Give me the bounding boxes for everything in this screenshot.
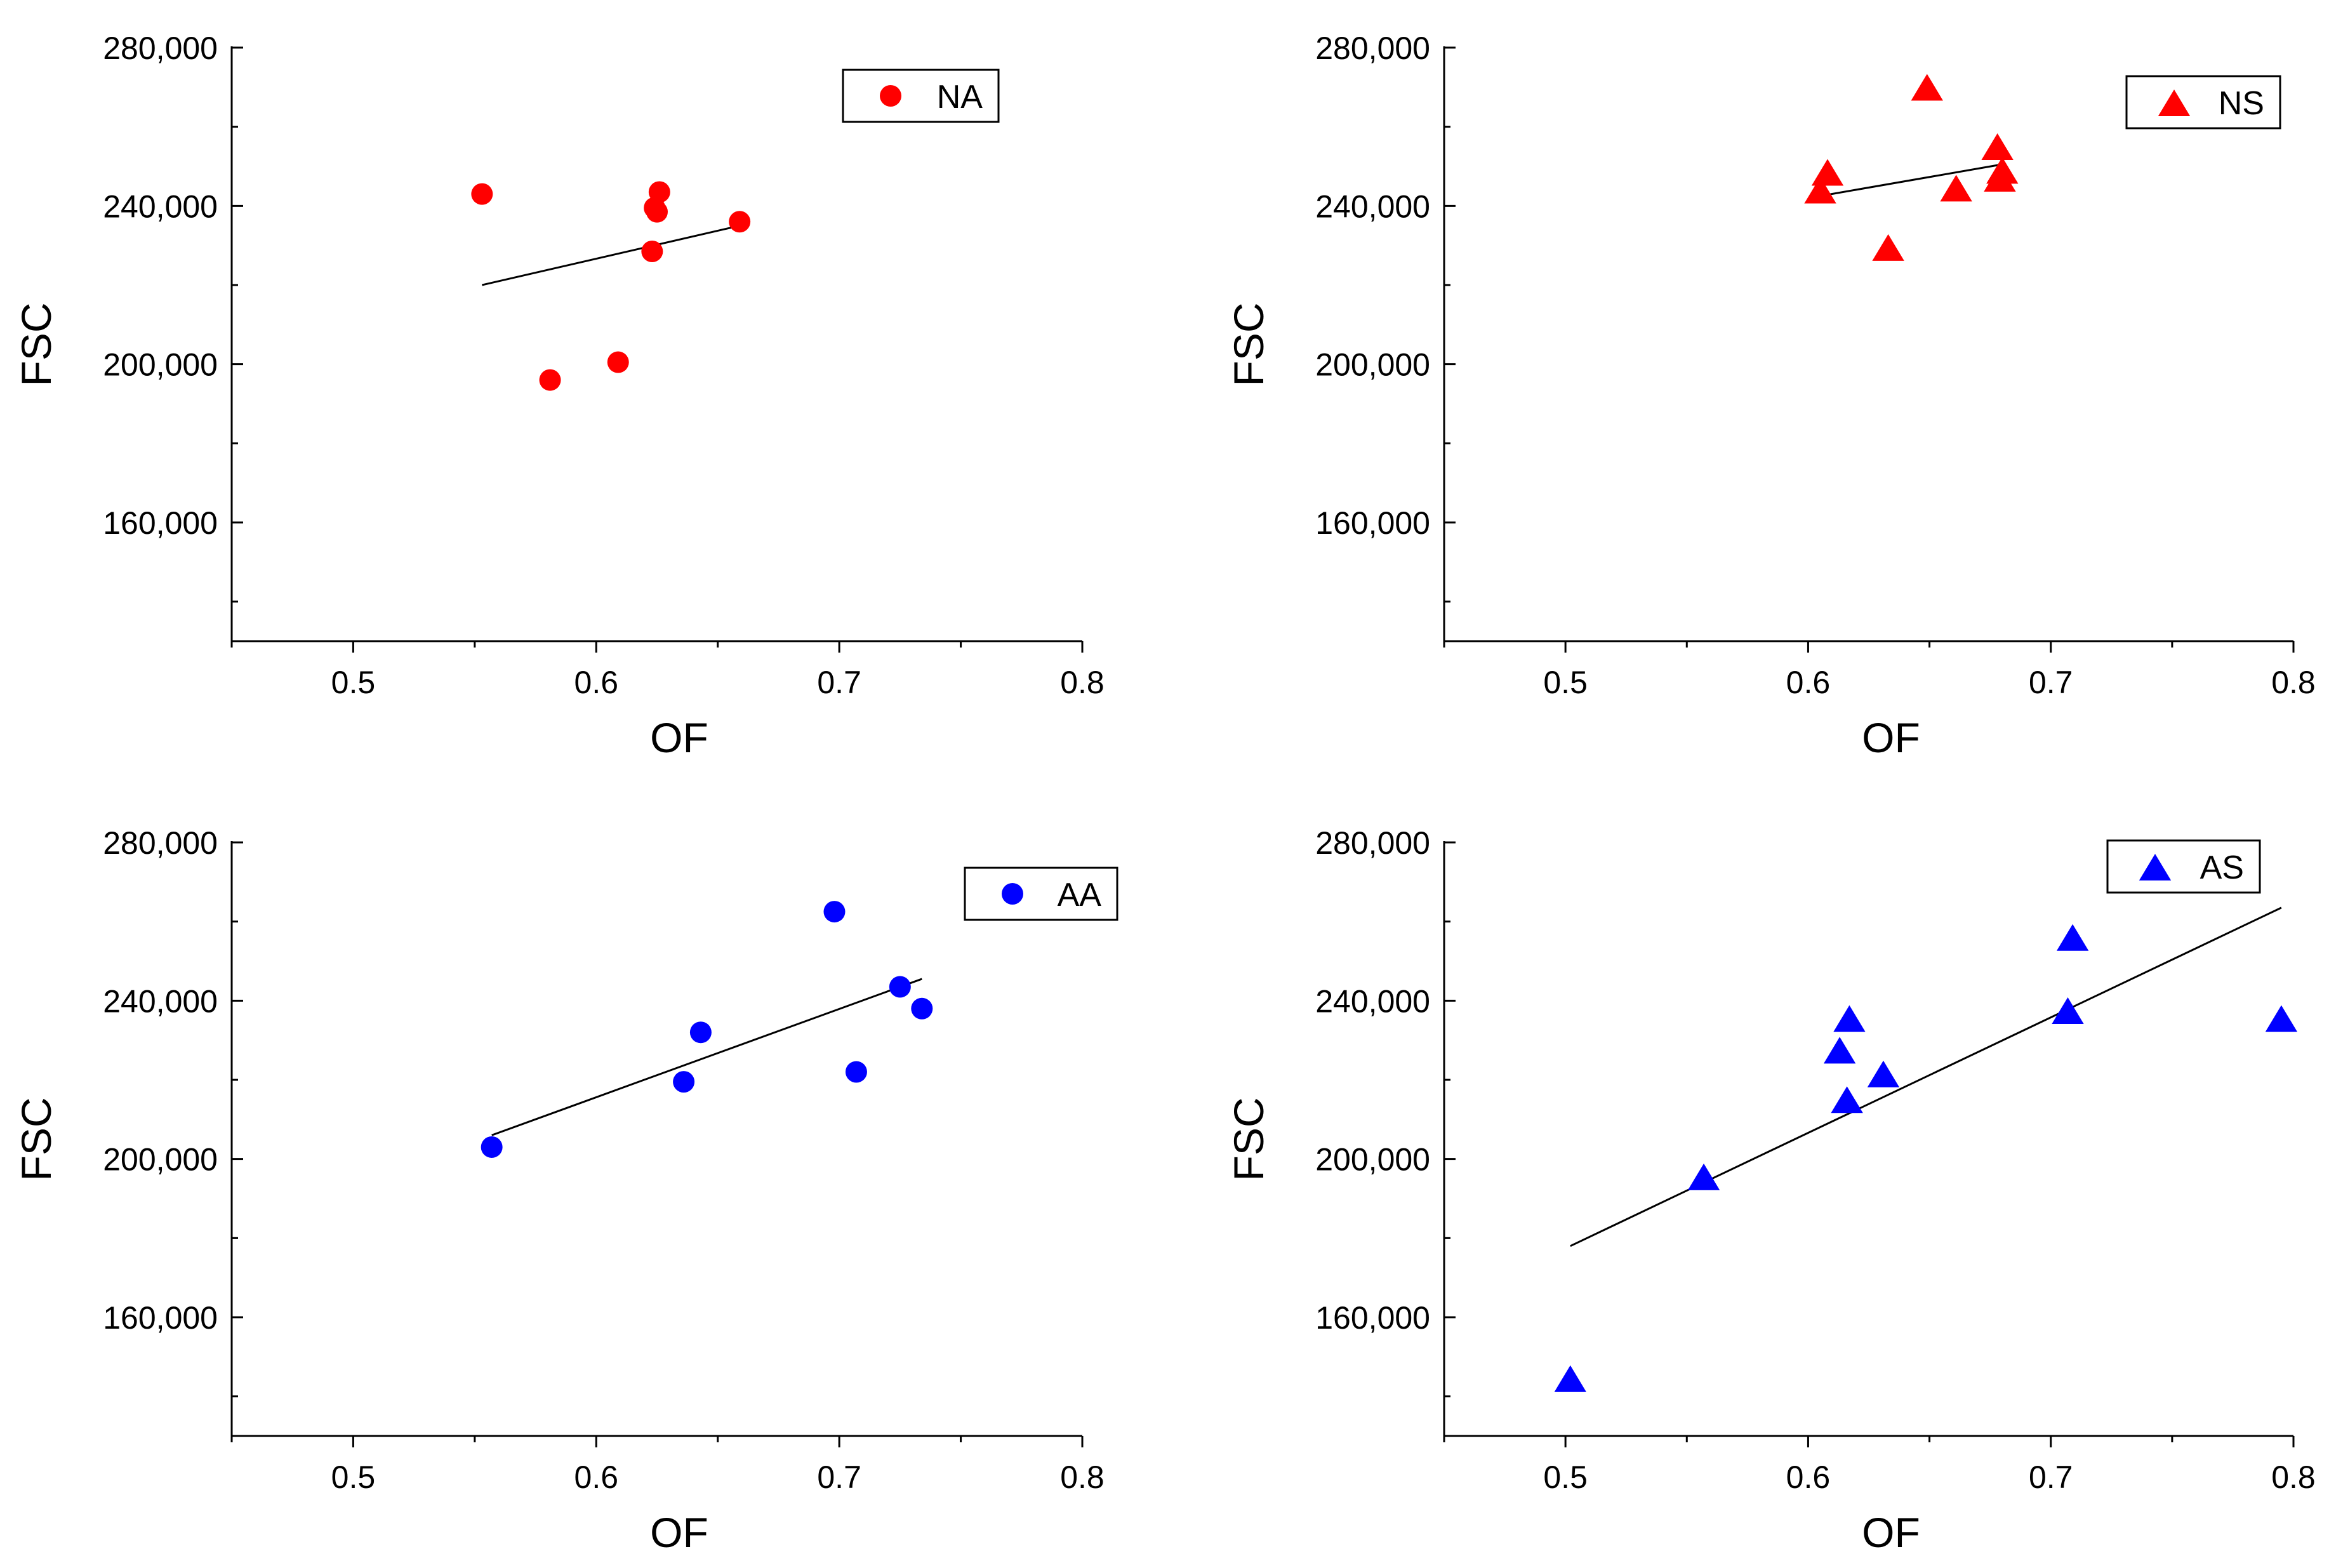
regression-line (482, 225, 740, 286)
legend: AA (964, 867, 1118, 921)
x-tick-label: 0.8 (2271, 665, 2316, 700)
data-point (673, 1071, 695, 1093)
legend-marker (1002, 883, 1023, 905)
x-axis-title: OF (650, 1509, 708, 1556)
y-tick-label: 160,000 (1315, 505, 1430, 541)
x-tick-label: 0.8 (1060, 665, 1105, 700)
y-axis-title: FSC (13, 303, 60, 387)
chart-panel-aa: 0.5 0.6 0.7 0.8 160,000 200,000 240,000 280,000… (13, 825, 1118, 1556)
x-tick-label: 0.7 (817, 665, 861, 700)
legend-marker (880, 85, 901, 107)
x-tick-label: 0.5 (331, 1459, 376, 1495)
y-axis-title: FSC (13, 1098, 60, 1181)
legend: AS (2106, 839, 2261, 894)
x-tick-label: 0.5 (331, 665, 376, 700)
data-point (1833, 1005, 1866, 1032)
data-point (1867, 1060, 1900, 1087)
y-tick-label: 240,000 (1315, 983, 1430, 1019)
x-axis-title: OF (1862, 1509, 1920, 1556)
y-axis-title: FSC (1225, 303, 1272, 387)
x-tick-label: 0.6 (574, 665, 619, 700)
x-tick-label: 0.7 (817, 1459, 861, 1495)
data-point (1986, 157, 2019, 184)
data-point (911, 997, 933, 1020)
y-tick-label: 240,000 (1315, 189, 1430, 224)
data-point (1831, 1086, 1863, 1113)
data-point (729, 211, 751, 233)
data-point (1872, 234, 1904, 261)
legend: NA (842, 69, 1000, 123)
y-tick-label: 280,000 (103, 825, 218, 861)
legend-label: NS (2219, 85, 2264, 122)
legend-box (2125, 75, 2281, 130)
chart-panel-ns: 0.5 0.6 0.7 0.8 160,000 200,000 240,000 280,000… (1225, 30, 2316, 761)
x-tick-label: 0.8 (1060, 1459, 1105, 1495)
legend-label: AS (2200, 849, 2244, 886)
legend-box (842, 69, 1000, 123)
chart-panel-na: 0.5 0.6 0.7 0.8 160,000 200,000 240,000 280,000… (13, 30, 1105, 761)
y-tick-label: 280,000 (103, 30, 218, 66)
legend-marker (2139, 854, 2172, 880)
data-point (1981, 133, 2014, 160)
y-tick-label: 240,000 (103, 983, 218, 1019)
data-point (2265, 1005, 2298, 1032)
data-point (641, 241, 663, 263)
data-point (1823, 1037, 1856, 1064)
data-point (823, 901, 846, 923)
legend-box (964, 867, 1118, 921)
data-point (607, 351, 629, 373)
y-tick-label: 200,000 (1315, 347, 1430, 383)
data-point (1804, 176, 1836, 204)
x-tick-label: 0.6 (574, 1459, 619, 1495)
data-point (648, 181, 670, 203)
data-point (689, 1021, 712, 1044)
data-point (2056, 924, 2089, 951)
legend-label: NA (937, 79, 983, 116)
data-point (481, 1136, 503, 1158)
regression-line (1570, 907, 2282, 1247)
regression-line (491, 978, 922, 1136)
y-tick-label: 280,000 (1315, 825, 1430, 861)
y-tick-label: 280,000 (1315, 30, 1430, 66)
chart-panel-as: 0.5 0.6 0.7 0.8 160,000 200,000 240,000 280,000… (1225, 825, 2316, 1556)
x-tick-label: 0.7 (2029, 1459, 2073, 1495)
y-tick-label: 160,000 (103, 505, 218, 541)
data-point (539, 369, 561, 391)
x-tick-label: 0.6 (1786, 1459, 1831, 1495)
legend-box (2106, 839, 2261, 894)
data-point (1811, 159, 1844, 186)
y-tick-label: 240,000 (103, 189, 218, 224)
x-tick-label: 0.5 (1543, 1459, 1588, 1495)
x-tick-label: 0.7 (2029, 665, 2073, 700)
data-point (646, 201, 668, 223)
y-tick-label: 200,000 (1315, 1142, 1430, 1178)
data-point (845, 1061, 867, 1083)
y-tick-label: 200,000 (103, 1142, 218, 1178)
legend-label: AA (1058, 877, 1102, 914)
x-tick-label: 0.5 (1543, 665, 1588, 700)
data-point (1940, 175, 1972, 202)
y-tick-label: 200,000 (103, 347, 218, 383)
data-point (1911, 74, 1943, 101)
regression-line (1820, 163, 2003, 197)
legend-marker (2158, 90, 2191, 116)
data-point (471, 183, 493, 205)
data-point (1687, 1163, 1720, 1190)
data-point (2052, 997, 2084, 1025)
x-tick-label: 0.8 (2271, 1459, 2316, 1495)
y-axis-title: FSC (1225, 1098, 1272, 1181)
legend: NS (2125, 75, 2281, 130)
data-point (1554, 1365, 1586, 1392)
x-axis-title: OF (650, 714, 708, 761)
data-point (889, 976, 911, 998)
x-axis-title: OF (1862, 714, 1920, 761)
y-tick-label: 160,000 (103, 1300, 218, 1336)
x-tick-label: 0.6 (1786, 665, 1831, 700)
y-tick-label: 160,000 (1315, 1300, 1430, 1336)
